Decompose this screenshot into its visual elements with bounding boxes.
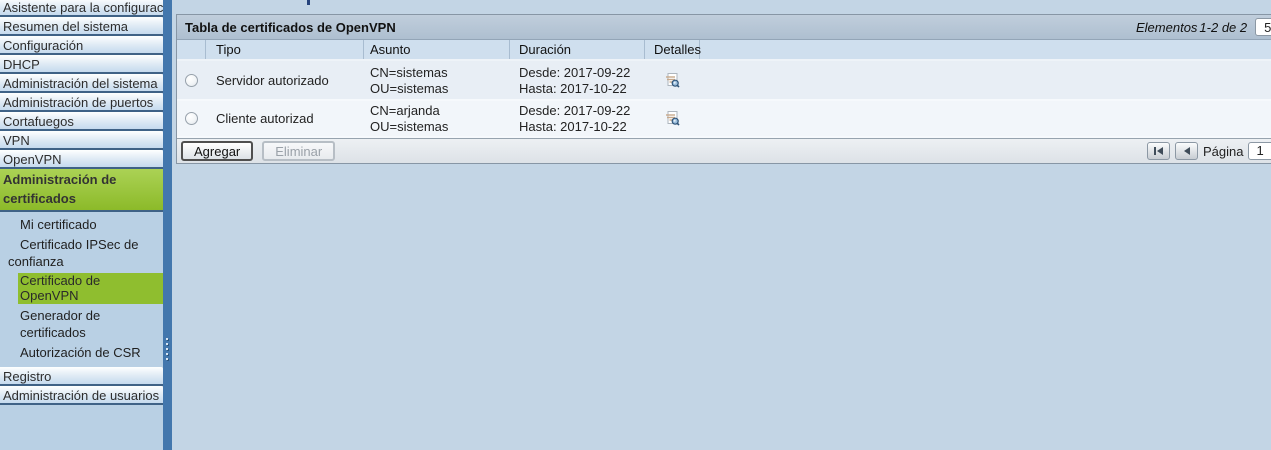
add-button[interactable]: Agregar: [181, 141, 254, 161]
certificates-submenu: Mi certificado Certificado IPSec de conf…: [0, 212, 163, 367]
sidebar-item-dhcp[interactable]: DHCP: [0, 55, 163, 74]
certificate-details-icon[interactable]: [664, 72, 681, 89]
openvpn-certificates-panel: Tabla de certificados de OpenVPN Element…: [176, 14, 1271, 164]
sidebar-item-registro[interactable]: Registro: [0, 367, 163, 386]
items-count-area: Elementos 1-2 de 2 5: [1136, 15, 1271, 39]
column-header-duracion: Duración: [510, 40, 645, 59]
panel-title: Tabla de certificados de OpenVPN: [185, 19, 396, 35]
page-label: Página: [1203, 143, 1244, 159]
cutoff-page-title-remnant: [307, 0, 310, 5]
table-row: Servidor autorizado CN=sistemas OU=siste…: [177, 61, 1271, 101]
table-row: Cliente autorizad CN=arjanda OU=sistemas…: [177, 101, 1271, 138]
asunto-cn: CN=arjanda: [370, 103, 440, 118]
asunto-cn: CN=sistemas: [370, 64, 448, 80]
asunto-ou: OU=sistemas: [370, 80, 449, 96]
row-radio-button[interactable]: [185, 73, 198, 87]
sidebar-item-vpn[interactable]: VPN: [0, 131, 163, 150]
main-content: Tabla de certificados de OpenVPN Element…: [172, 0, 1271, 450]
delete-button[interactable]: Eliminar: [262, 141, 336, 161]
submenu-active-row: Certificado de OpenVPN: [0, 272, 163, 306]
sidebar-item-configuracion[interactable]: Configuración: [0, 36, 163, 55]
sidebar-splitter[interactable]: [163, 0, 172, 450]
cell-asunto: CN=sistemas OU=sistemas: [364, 64, 510, 97]
sidebar-item-openvpn[interactable]: OpenVPN: [0, 150, 163, 169]
table-column-headers: Tipo Asunto Duración Detalles: [177, 40, 1271, 61]
sidebar-section-admin-certificados[interactable]: Administración de certificados: [0, 169, 163, 212]
sidebar-item-resumen[interactable]: Resumen del sistema: [0, 17, 163, 36]
page-size-select[interactable]: 5: [1255, 18, 1271, 36]
row-radio-button[interactable]: [185, 112, 198, 125]
first-page-icon: [1154, 147, 1156, 155]
cell-asunto: CN=arjanda OU=sistemas: [364, 102, 510, 135]
submenu-item-autorizacion-csr[interactable]: Autorización de CSR: [20, 345, 141, 360]
sidebar-item-admin-usuarios[interactable]: Administración de usuarios: [0, 386, 163, 405]
sidebar-item-admin-puertos[interactable]: Administración de puertos: [0, 93, 163, 112]
panel-footer: Agregar Eliminar Página 1: [177, 138, 1271, 163]
page-number-input[interactable]: 1: [1248, 142, 1271, 160]
column-header-asunto: Asunto: [364, 40, 510, 59]
splitter-grip-icon: [166, 338, 169, 363]
column-header-select: [177, 40, 206, 59]
sidebar-item-admin-sistema[interactable]: Administración del sistema: [0, 74, 163, 93]
submenu-item-certificado-openvpn[interactable]: Certificado de OpenVPN: [18, 273, 163, 304]
previous-page-icon: [1183, 147, 1190, 155]
duracion-desde: Desde: 2017-09-22: [519, 103, 631, 118]
column-header-spacer: [700, 40, 1271, 59]
cell-duracion: Desde: 2017-09-22 Hasta: 2017-10-22: [510, 64, 645, 97]
pagination-controls: Página 1: [1147, 139, 1271, 163]
column-header-tipo: Tipo: [206, 40, 364, 59]
submenu-item-generador[interactable]: Generador de certificados: [20, 308, 101, 340]
asunto-ou: OU=sistemas: [370, 119, 449, 134]
panel-header: Tabla de certificados de OpenVPN Element…: [177, 15, 1271, 40]
cell-tipo: Servidor autorizado: [216, 72, 329, 88]
sidebar-item-cortafuegos[interactable]: Cortafuegos: [0, 112, 163, 131]
items-count-range: 1-2 de 2: [1199, 19, 1248, 35]
certificate-details-icon[interactable]: [664, 110, 681, 127]
cell-tipo: Cliente autorizad: [216, 111, 314, 126]
submenu-item-certificado-ipsec[interactable]: Certificado IPSec de confianza: [8, 237, 139, 269]
duracion-hasta: Hasta: 2017-10-22: [519, 80, 627, 96]
previous-page-button[interactable]: [1175, 142, 1198, 160]
sidebar-nav: Asistente para la configuración Resumen …: [0, 0, 163, 450]
duracion-hasta: Hasta: 2017-10-22: [519, 119, 627, 134]
sidebar-item-asistente[interactable]: Asistente para la configuración: [0, 0, 163, 17]
items-count-label: Elementos: [1136, 19, 1198, 35]
column-header-detalles: Detalles: [645, 40, 701, 59]
cell-duracion: Desde: 2017-09-22 Hasta: 2017-10-22: [510, 102, 645, 135]
first-page-button[interactable]: [1147, 142, 1170, 160]
submenu-item-mi-certificado[interactable]: Mi certificado: [20, 217, 97, 232]
duracion-desde: Desde: 2017-09-22: [519, 64, 631, 80]
